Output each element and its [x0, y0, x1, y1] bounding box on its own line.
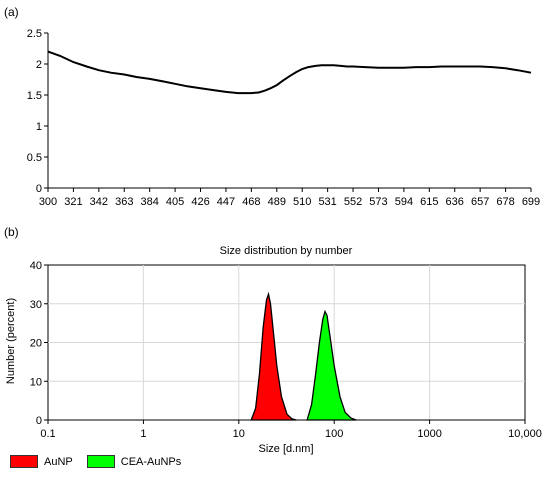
chart-a-x-tick-label: 552: [344, 196, 362, 208]
chart-b-ylabel: Number (percent): [5, 298, 17, 384]
chart-b-y-tick-label: 10: [30, 376, 42, 388]
chart-b-x-tick-label: 1000: [417, 428, 441, 440]
chart-a-y-tick-label: 0.5: [27, 152, 42, 164]
chart-a-x-tick-label: 426: [191, 196, 209, 208]
chart-a-x-tick-label: 342: [90, 196, 108, 208]
chart-a-x-tick-label: 657: [471, 196, 489, 208]
chart-b-x-tick-label: 10: [233, 428, 245, 440]
chart-b-series-area-1: [306, 309, 357, 421]
chart-b-x-tick-label: 10,000: [508, 428, 542, 440]
chart-a-y-tick-label: 0: [36, 183, 42, 195]
chart-a-x-tick-label: 405: [166, 196, 184, 208]
chart-b-y-tick-label: 40: [30, 260, 42, 272]
legend-item-aunp: AuNP: [10, 455, 73, 468]
chart-a-x-tick-label: 321: [64, 196, 82, 208]
chart-b-x-tick-label: 0.1: [40, 428, 55, 440]
chart-a-x-tick-label: 363: [115, 196, 133, 208]
chart-a-x-tick-label: 510: [293, 196, 311, 208]
legend-label-cea-aunps: CEA-AuNPs: [120, 455, 182, 468]
chart-a-x-tick-label: 699: [522, 196, 540, 208]
chart-b-x-tick-label: 100: [325, 428, 343, 440]
chart-b-series-area-0: [250, 291, 297, 421]
chart-a-x-tick-label: 594: [395, 196, 413, 208]
panel-b-label: (b): [4, 225, 19, 239]
chart-a-y-tick-label: 1.5: [27, 90, 42, 102]
chart-a-x-tick-label: 573: [369, 196, 387, 208]
chart-b-x-tick-label: 1: [140, 428, 146, 440]
chart-a-x-tick-label: 384: [141, 196, 159, 208]
chart-a-y-tick-label: 1: [36, 121, 42, 133]
legend-swatch-cea-aunps: [86, 455, 115, 468]
chart-b-title: Size distribution by number: [220, 245, 353, 257]
chart-a-x-tick-label: 636: [446, 196, 464, 208]
chart-a-x-tick-label: 531: [318, 196, 336, 208]
chart-b-y-tick-label: 30: [30, 299, 42, 311]
legend-label-aunp: AuNP: [44, 455, 73, 468]
chart-b-y-tick-label: 20: [30, 338, 42, 350]
size-distribution-chart: 0 10 20 30 40 0.1 1 10 100 1000 10,000: [30, 260, 542, 440]
legend: AuNP CEA-AuNPs: [10, 455, 195, 468]
panel-a-label: (a): [4, 5, 19, 19]
chart-b-xlabel: Size [d.nm]: [258, 443, 313, 455]
legend-swatch-aunp: [10, 455, 38, 468]
chart-a-y-tick-label: 2.5: [27, 28, 42, 40]
chart-a-x-tick-label: 468: [242, 196, 260, 208]
chart-a-x-tick-label: 300: [39, 196, 57, 208]
chart-a-x-tick-label: 678: [496, 196, 514, 208]
chart-a-series-line: [47, 50, 532, 95]
chart-a-x-tick-label: 447: [217, 196, 235, 208]
chart-a-x-tick-label: 489: [268, 196, 286, 208]
chart-b-y-tick-label: 0: [36, 415, 42, 427]
absorbance-chart: 0 0.5 1 1.5 2 2.5 300 321 342 363 384 405 426 447 468 4…: [27, 28, 540, 208]
legend-item-cea-aunps: CEA-AuNPs: [86, 455, 182, 468]
chart-a-x-tick-label: 615: [420, 196, 438, 208]
chart-a-y-tick-label: 2: [36, 59, 42, 71]
